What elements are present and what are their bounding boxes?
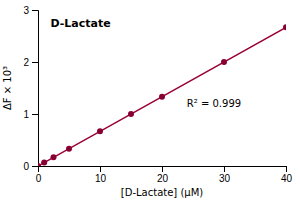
point [97, 128, 103, 134]
point [38, 163, 41, 166]
tick-mark [32, 166, 38, 167]
point [51, 154, 57, 160]
tick: 20 [157, 166, 169, 184]
tick-mark [32, 10, 38, 11]
point [41, 160, 47, 166]
tick-mark [100, 166, 101, 172]
marks [38, 24, 286, 166]
tick-mark [32, 62, 38, 63]
tick-mark [224, 166, 225, 172]
tick-label: 2 [23, 57, 29, 68]
axis-domain [32, 11, 39, 167]
tick: 3 [23, 5, 38, 16]
tick-label: 20 [157, 173, 169, 184]
tick: 30 [219, 166, 231, 184]
tick-label: 0 [36, 173, 42, 184]
tick-label: 0 [23, 161, 29, 172]
point [159, 94, 165, 100]
point [221, 59, 227, 65]
point [66, 146, 72, 152]
title: D-Lactate [50, 17, 110, 30]
annotation: R² = 0.999 [187, 98, 241, 109]
y-axis: 0 1 2 3 [23, 5, 38, 172]
tick-mark [162, 166, 163, 172]
x-axis: 0 10 20 30 40 [36, 166, 293, 184]
y-axis-title: ΔF × 10³ [2, 66, 13, 110]
tick: 1 [23, 109, 38, 120]
point [283, 24, 286, 30]
tick-label: 3 [23, 5, 29, 16]
tick-label: 10 [95, 173, 107, 184]
tick-label: 1 [23, 109, 29, 120]
x-axis-title: [D-Lactate] (μM) [121, 187, 204, 198]
plot: 0 10 20 30 40 0 1 2 3 D-Lactate R² = 0.999 [23, 5, 292, 184]
tick-mark [32, 114, 38, 115]
regression-line [38, 27, 286, 166]
tick-label: 30 [219, 173, 231, 184]
chart: 0 10 20 30 40 0 1 2 3 D-Lactate R² = 0.999 [D-Lacta… [0, 0, 300, 200]
point [128, 111, 134, 117]
tick-mark [286, 166, 287, 172]
tick: 40 [281, 166, 293, 184]
tick-label: 40 [281, 173, 293, 184]
axis-domain [39, 167, 287, 173]
tick: 0 [36, 166, 42, 184]
tick: 2 [23, 57, 38, 68]
tick: 0 [23, 161, 38, 172]
tick: 10 [95, 166, 107, 184]
